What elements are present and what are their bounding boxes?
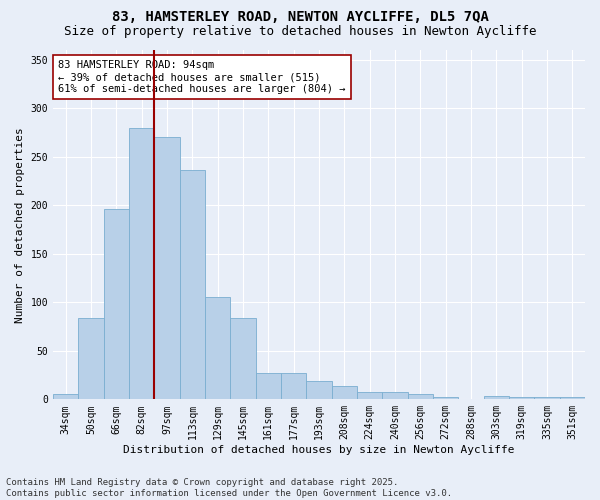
Bar	[256, 373, 281, 400]
Bar	[230, 318, 256, 400]
X-axis label: Distribution of detached houses by size in Newton Aycliffe: Distribution of detached houses by size …	[123, 445, 515, 455]
Bar	[205, 298, 230, 400]
Bar	[382, 392, 407, 400]
Text: 83 HAMSTERLEY ROAD: 94sqm
← 39% of detached houses are smaller (515)
61% of semi: 83 HAMSTERLEY ROAD: 94sqm ← 39% of detac…	[58, 60, 346, 94]
Bar	[357, 392, 382, 400]
Bar	[484, 396, 509, 400]
Bar	[281, 373, 307, 400]
Bar	[307, 381, 332, 400]
Bar	[535, 398, 560, 400]
Bar	[332, 386, 357, 400]
Text: Size of property relative to detached houses in Newton Aycliffe: Size of property relative to detached ho…	[64, 25, 536, 38]
Bar	[79, 318, 104, 400]
Bar	[154, 138, 179, 400]
Bar	[433, 398, 458, 400]
Bar	[53, 394, 79, 400]
Text: 83, HAMSTERLEY ROAD, NEWTON AYCLIFFE, DL5 7QA: 83, HAMSTERLEY ROAD, NEWTON AYCLIFFE, DL…	[112, 10, 488, 24]
Bar	[407, 394, 433, 400]
Bar	[560, 398, 585, 400]
Text: Contains HM Land Registry data © Crown copyright and database right 2025.
Contai: Contains HM Land Registry data © Crown c…	[6, 478, 452, 498]
Bar	[129, 128, 154, 400]
Bar	[104, 209, 129, 400]
Bar	[179, 170, 205, 400]
Bar	[509, 398, 535, 400]
Y-axis label: Number of detached properties: Number of detached properties	[15, 127, 25, 322]
